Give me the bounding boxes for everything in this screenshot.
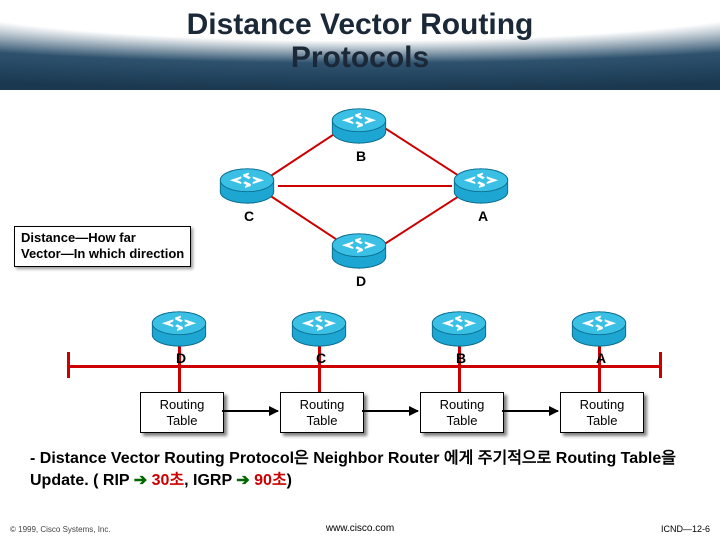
title-line-2: Protocols [291, 41, 429, 74]
bus-drop [318, 365, 321, 393]
bus-terminator [67, 352, 70, 378]
footer-url: www.cisco.com [0, 523, 720, 534]
routing-table-l1: Routing [143, 397, 221, 413]
router-label: C [244, 208, 254, 224]
network-link [278, 185, 452, 187]
bus-line [68, 365, 660, 368]
routing-table-box: RoutingTable [560, 392, 644, 433]
bullet-prefix: - [30, 450, 40, 467]
router-label: B [456, 350, 466, 366]
router-icon [330, 230, 388, 270]
bus-drop [178, 365, 181, 393]
routing-table-l2: Table [143, 413, 221, 429]
router-label: A [596, 350, 606, 366]
update-arrow-icon [502, 410, 558, 412]
router-icon [452, 165, 510, 205]
router-icon [290, 308, 348, 348]
router-label: D [176, 350, 186, 366]
bullet-body-mid: , IGRP [184, 472, 236, 489]
routing-table-l1: Routing [283, 397, 361, 413]
routing-table-l1: Routing [563, 397, 641, 413]
routing-table-box: RoutingTable [140, 392, 224, 433]
router-label: B [356, 148, 366, 164]
bullet-text: - Distance Vector Routing Protocol은 Neig… [30, 448, 690, 491]
router-icon [218, 165, 276, 205]
arrow-glyph-2: ➔ [236, 472, 249, 489]
explain-box: Distance—How far Vector—In which directi… [14, 226, 191, 267]
bullet-tail: ) [287, 472, 292, 489]
routing-table-l2: Table [283, 413, 361, 429]
explain-line-1: Distance—How far [21, 230, 184, 246]
footer-page-ref: ICND—12-6 [661, 524, 710, 534]
router-icon [430, 308, 488, 348]
explain-line-2: Vector—In which direction [21, 246, 184, 262]
bullet-body-a: Distance Vector Routing Protocol은 Neighb… [30, 450, 676, 489]
router-label: A [478, 208, 488, 224]
routing-table-l2: Table [423, 413, 501, 429]
router-icon [570, 308, 628, 348]
title-line-1: Distance Vector Routing [187, 8, 534, 41]
page-title: Distance Vector Routing Protocols [0, 8, 720, 74]
bullet-igrp: 90초 [254, 472, 287, 489]
routing-table-box: RoutingTable [420, 392, 504, 433]
router-icon [150, 308, 208, 348]
routing-table-l2: Table [563, 413, 641, 429]
update-arrow-icon [362, 410, 418, 412]
router-label: C [316, 350, 326, 366]
arrow-glyph-1: ➔ [134, 472, 147, 489]
routing-table-box: RoutingTable [280, 392, 364, 433]
bus-drop [598, 365, 601, 393]
router-label: D [356, 273, 366, 289]
router-icon [330, 105, 388, 145]
bus-drop [458, 365, 461, 393]
bus-terminator [659, 352, 662, 378]
update-arrow-icon [222, 410, 278, 412]
bullet-rip: 30초 [152, 472, 185, 489]
routing-table-l1: Routing [423, 397, 501, 413]
